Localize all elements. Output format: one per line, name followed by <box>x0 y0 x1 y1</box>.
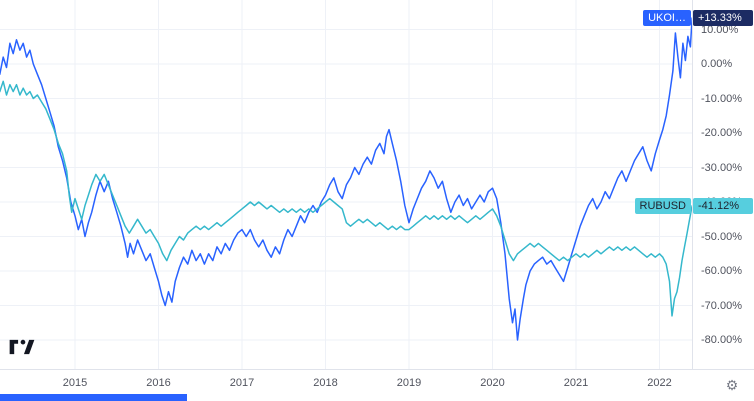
time-axis-label: 2016 <box>146 377 171 389</box>
time-axis[interactable]: 2015 2016 2017 2018 2019 2020 2021 2022 <box>0 369 754 401</box>
time-axis-label: 2018 <box>313 377 338 389</box>
price-axis-label: -20.00% <box>701 127 742 139</box>
time-axis-label: 2021 <box>563 377 589 389</box>
price-axis-label: -80.00% <box>701 334 742 346</box>
time-axis-label: 2015 <box>62 377 88 389</box>
price-axis-label: 0.00% <box>701 58 733 70</box>
gear-icon[interactable]: ⚙ <box>725 377 739 393</box>
chart-plot-area[interactable] <box>0 0 692 369</box>
ukoil-last-value-badge: +13.33% <box>693 10 753 26</box>
time-axis-label: 2020 <box>480 377 505 389</box>
tradingview-logo-icon <box>9 339 35 355</box>
price-axis-label: -30.00% <box>701 161 742 174</box>
time-axis-label: 2019 <box>396 377 422 389</box>
price-axis[interactable]: 10.00%0.00%-10.00%-20.00%-30.00%-40.00%-… <box>692 0 754 369</box>
price-axis-label: 10.00% <box>701 23 739 36</box>
ukoil-series-label-badge[interactable]: UKOI… <box>643 10 691 26</box>
tradingview-logo[interactable] <box>9 338 35 356</box>
time-axis-label: 2017 <box>229 377 255 389</box>
series-line-rubusd[interactable] <box>0 80 692 317</box>
time-axis-label: 2022 <box>647 377 672 389</box>
bottom-blue-strip <box>0 394 187 401</box>
rubusd-series-label-badge[interactable]: RUBUSD <box>634 197 691 214</box>
price-axis-label: -70.00% <box>701 299 742 312</box>
price-axis-label: -50.00% <box>701 230 742 243</box>
rubusd-last-value-badge: -41.12% <box>693 197 753 214</box>
price-axis-label: -10.00% <box>701 92 742 105</box>
price-axis-label: -60.00% <box>701 265 742 277</box>
series-line-ukoil[interactable] <box>0 17 692 341</box>
